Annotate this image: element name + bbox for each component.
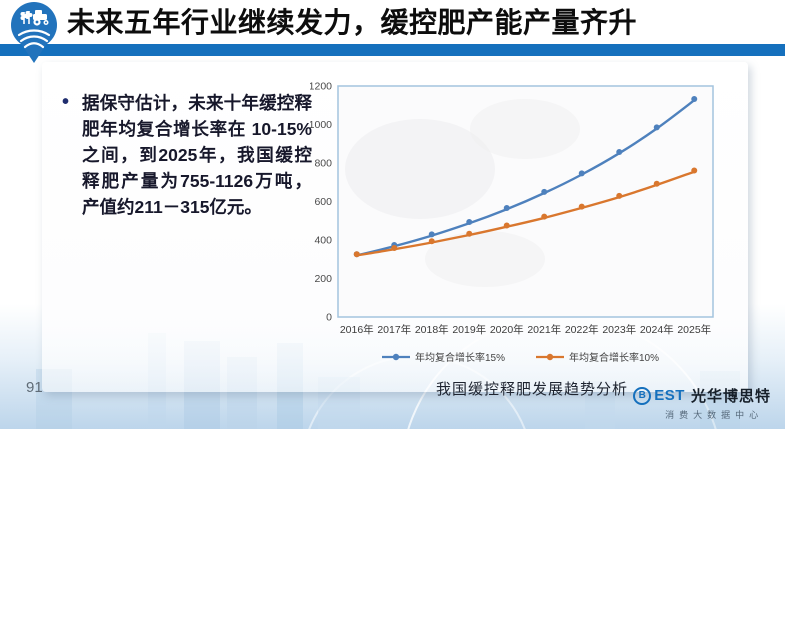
data-point-marker [653,124,660,131]
page-number: 91 [26,379,43,396]
bullet-marker: • [62,91,70,113]
legend-item: 年均复合增长率10% [535,349,659,364]
page-title: 未来五年行业继续发力，缓控肥产能产量齐升 [67,7,638,38]
x-axis-tick-label: 2020年 [490,323,524,336]
key-point-text: 据保守估计，未来十年缓控释肥年均复合增长率在 10-15% 之间，到2025年，… [82,93,312,217]
data-point-marker [653,180,660,187]
data-point-marker [691,96,698,103]
y-axis-tick-label: 1200 [310,81,332,93]
brand-subtitle-text: 消费大数据中心 [665,410,764,420]
data-point-marker [466,230,473,237]
legend-label: 年均复合增长率15% [414,353,505,364]
x-axis-tick-label: 2021年 [527,323,561,336]
data-point-marker [541,188,548,195]
y-axis-tick-label: 800 [314,158,332,170]
legend-item: 年均复合增长率15% [381,349,505,364]
y-axis-tick-label: 600 [314,196,332,208]
header-divider-bar [0,44,785,56]
data-point-marker [466,219,473,226]
data-point-marker [391,245,398,252]
data-point-marker [578,203,585,210]
brand-latin-text: EST [654,387,685,404]
chart-caption: 我国缓控释肥发展趋势分析 [435,381,628,398]
data-point-marker [428,238,435,245]
y-axis-tick-label: 200 [314,273,332,285]
x-axis-tick-label: 2018年 [415,323,449,336]
data-point-marker [428,231,435,238]
key-point-block: • 据保守估计，未来十年缓控释肥年均复合增长率在 10-15% 之间，到2025… [62,90,314,220]
x-axis-tick-label: 2019年 [452,323,486,336]
legend-marker-icon [381,353,410,360]
data-point-marker [503,205,510,211]
x-axis-tick-label: 2016年 [340,323,374,336]
data-point-marker [691,167,698,174]
data-point-marker [353,251,360,258]
best-logo-icon: B [633,386,652,405]
series-line [355,99,696,257]
x-axis-tick-label: 2024年 [640,323,674,336]
y-axis-tick-label: 400 [314,235,332,247]
brand-name-text: 光华博思特 [690,388,771,405]
line-chart: 0 200 400 600 800 1000 1200 2016年 2017年 2018年 2019… [309,74,730,344]
data-point-marker [578,170,585,177]
data-point-marker [616,192,623,199]
chart-canvas: 0 200 400 600 800 1000 1200 2016年 2017年 2018年 2019… [309,81,714,336]
data-point-marker [503,222,510,229]
footer-brand-logo: B EST 光华博思特 消费大数据中心 [633,385,771,421]
series-line [355,170,696,257]
legend-marker-icon [536,353,564,360]
farm-balloon-logo-icon [8,1,60,67]
data-point-marker [541,213,548,220]
x-axis-tick-label: 2023年 [602,323,636,336]
chart-legend: 年均复合增长率15% 年均复合增长率10% [310,349,730,364]
y-axis-tick-label: 0 [326,312,332,324]
legend-label: 年均复合增长率10% [569,353,660,364]
x-axis-tick-label: 2025年 [677,323,711,336]
farm-balloon-logo-svg [11,2,57,63]
y-axis-tick-label: 1000 [310,119,332,131]
x-axis-tick-label: 2017年 [377,323,411,336]
brand-row: B EST 光华博思特 [633,385,771,406]
data-point-marker [616,148,623,155]
x-axis-tick-label: 2022年 [565,323,599,336]
